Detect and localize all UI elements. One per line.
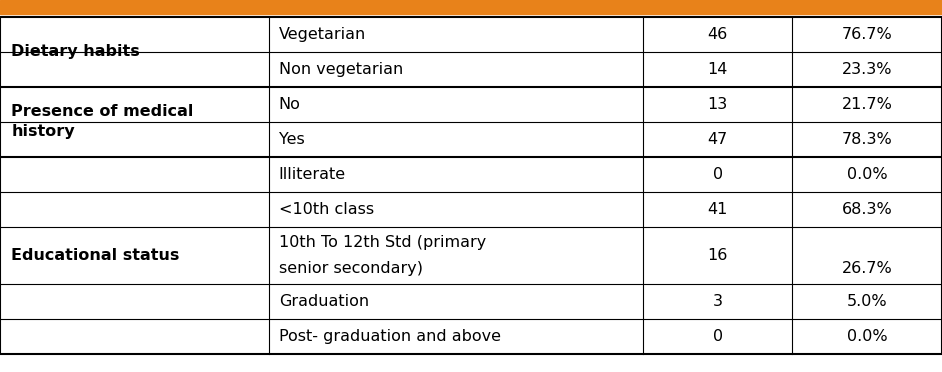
Text: 0.0%: 0.0% bbox=[847, 329, 887, 344]
Text: 0: 0 bbox=[713, 329, 723, 344]
Text: 76.7%: 76.7% bbox=[842, 27, 892, 42]
Text: No: No bbox=[279, 97, 300, 112]
Text: 26.7%: 26.7% bbox=[842, 260, 892, 276]
Bar bbox=[0, 0, 942, 14]
Text: 47: 47 bbox=[707, 132, 728, 147]
Text: 68.3%: 68.3% bbox=[842, 202, 892, 217]
Text: 5.0%: 5.0% bbox=[847, 294, 887, 309]
Text: Illiterate: Illiterate bbox=[279, 167, 346, 182]
Text: senior secondary): senior secondary) bbox=[279, 260, 423, 276]
Text: Vegetarian: Vegetarian bbox=[279, 27, 366, 42]
Text: Dietary habits: Dietary habits bbox=[11, 44, 140, 59]
Text: <10th class: <10th class bbox=[279, 202, 374, 217]
Text: Educational status: Educational status bbox=[11, 248, 180, 263]
Text: 16: 16 bbox=[707, 248, 728, 263]
Text: 78.3%: 78.3% bbox=[842, 132, 892, 147]
Text: 14: 14 bbox=[707, 62, 728, 77]
Text: 23.3%: 23.3% bbox=[842, 62, 892, 77]
Text: 46: 46 bbox=[707, 27, 728, 42]
Text: Post- graduation and above: Post- graduation and above bbox=[279, 329, 501, 344]
Text: 3: 3 bbox=[713, 294, 723, 309]
Text: Presence of medical
history: Presence of medical history bbox=[11, 104, 194, 139]
Text: Non vegetarian: Non vegetarian bbox=[279, 62, 403, 77]
Text: 13: 13 bbox=[707, 97, 728, 112]
Text: Graduation: Graduation bbox=[279, 294, 369, 309]
Text: 0.0%: 0.0% bbox=[847, 167, 887, 182]
Text: 21.7%: 21.7% bbox=[841, 97, 893, 112]
Text: 41: 41 bbox=[707, 202, 728, 217]
Text: Yes: Yes bbox=[279, 132, 304, 147]
Text: 10th To 12th Std (primary: 10th To 12th Std (primary bbox=[279, 235, 486, 250]
Text: 0: 0 bbox=[713, 167, 723, 182]
